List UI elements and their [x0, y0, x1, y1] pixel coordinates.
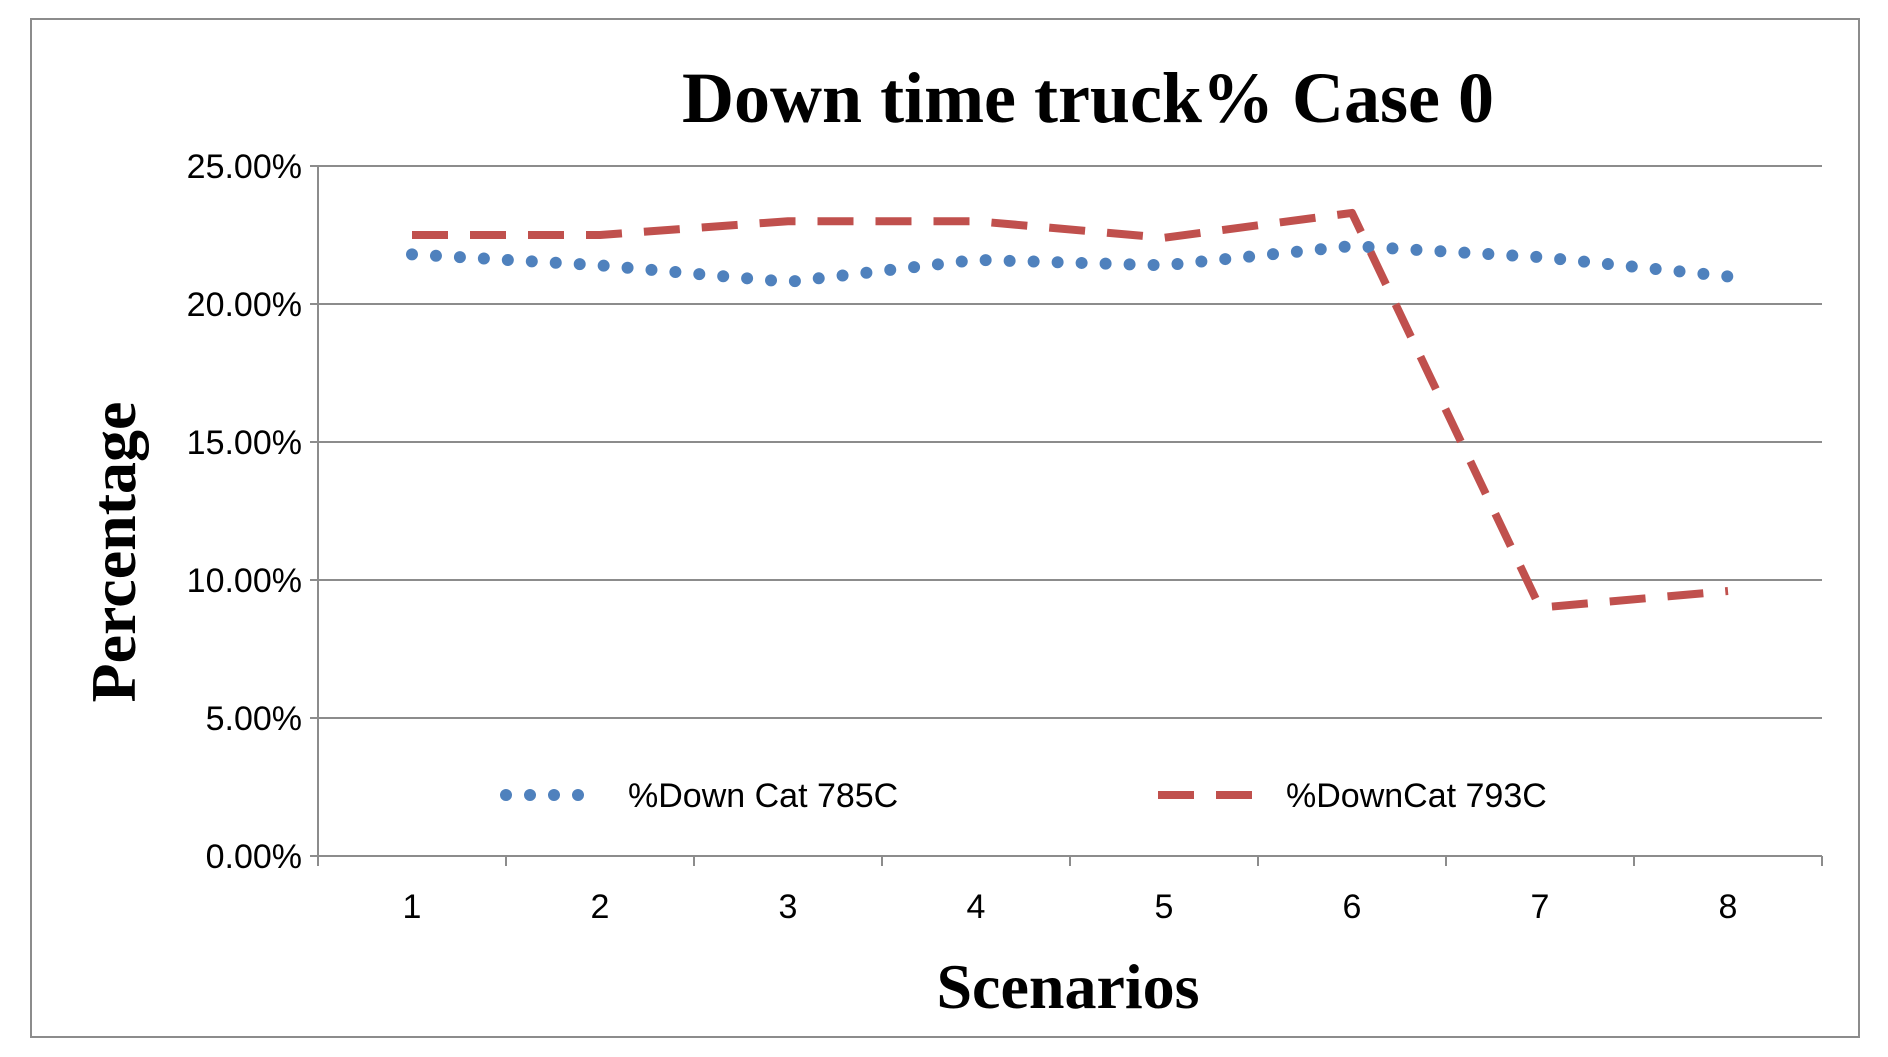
x-tick-labels: 1 2 3 4 5 6 7 8 — [403, 888, 1738, 926]
x-tick-label: 1 — [403, 888, 422, 926]
x-tick-label: 3 — [779, 888, 798, 926]
series-lines — [406, 208, 1734, 612]
x-tick-label: 8 — [1719, 888, 1738, 926]
gridlines — [318, 165, 1822, 719]
series-line-1 — [406, 240, 1734, 288]
y-tick-labels: 0.00% 5.00% 10.00% 15.00% 20.00% 25.00% — [187, 148, 318, 876]
x-tick-label: 6 — [1343, 888, 1362, 926]
y-tick-label: 20.00% — [187, 286, 302, 324]
y-tick-label: 5.00% — [206, 700, 302, 738]
x-tick-label: 4 — [967, 888, 986, 926]
y-axis-title: Percentage — [78, 402, 149, 703]
y-tick-label: 25.00% — [187, 148, 302, 186]
y-tick-label: 0.00% — [206, 838, 302, 876]
x-tick-label: 7 — [1531, 888, 1550, 926]
series-line-2 — [412, 208, 1729, 612]
legend-label-2: %DownCat 793C — [1286, 777, 1547, 815]
legend: %Down Cat 785C %DownCat 793C — [500, 777, 1547, 815]
x-tick-label: 2 — [591, 888, 610, 926]
chart-frame — [30, 18, 1860, 1038]
chart-title: Down time truck% Case 0 — [682, 58, 1494, 138]
y-tick-label: 10.00% — [187, 562, 302, 600]
y-tick-label: 15.00% — [187, 424, 302, 462]
x-tick-marks — [317, 856, 1823, 866]
legend-label-1: %Down Cat 785C — [628, 777, 898, 815]
x-tick-label: 5 — [1155, 888, 1174, 926]
x-axis-title: Scenarios — [936, 951, 1199, 1022]
